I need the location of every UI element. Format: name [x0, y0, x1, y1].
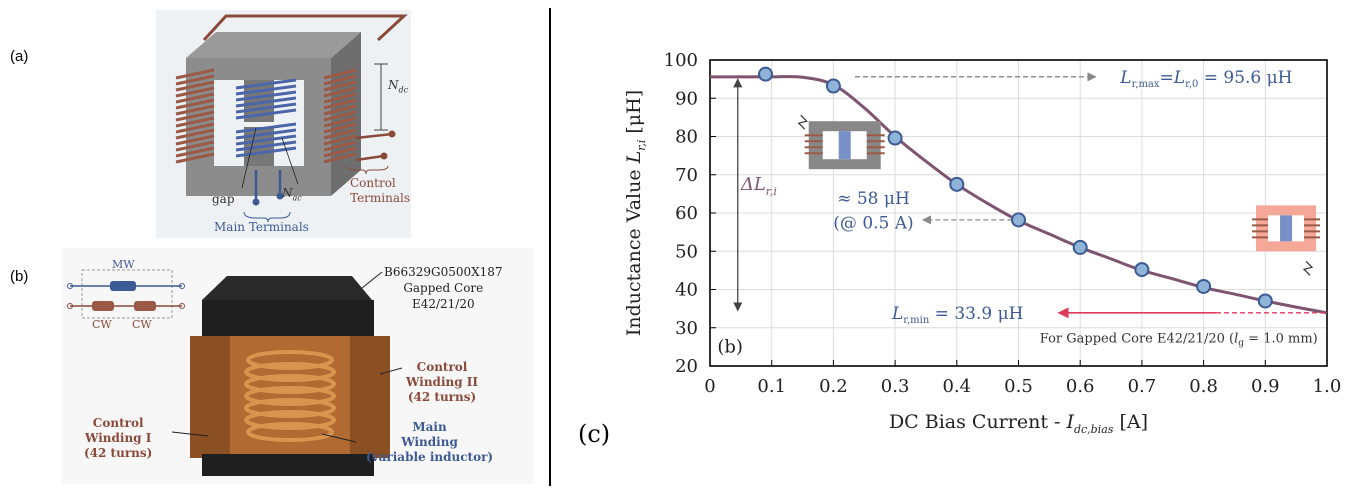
- x-tick-label: 0.7: [1128, 376, 1157, 397]
- x-tick-label: 0.4: [942, 376, 971, 397]
- plot-frame: [709, 59, 1328, 367]
- y-axis-label: Inductance Value Lr,i [μH]: [623, 90, 648, 336]
- y-tick-label: 50: [675, 241, 698, 262]
- core-label: B66329G0500X187 Gapped Core E42/21/20: [384, 265, 503, 311]
- control-terminals-label: Control Terminals: [350, 176, 411, 205]
- data-point: [1257, 293, 1273, 309]
- data-point: [1072, 239, 1088, 255]
- mid-annotation-line2: (@ 0.5 A): [833, 213, 913, 233]
- main-terminals-label: Main Terminals: [214, 220, 309, 234]
- footnote-text: For Gapped Core E42/21/20 (lg = 1.0 mm): [1040, 331, 1318, 348]
- mw-schematic-label: MW: [112, 258, 135, 271]
- y-tick-label: 60: [675, 203, 698, 224]
- max-annotation-text: Lr,max=Lr,0 = 95.6 μH: [1119, 68, 1292, 90]
- y-tick-label: 100: [664, 50, 698, 71]
- cw2-schematic-label: CW: [132, 318, 152, 331]
- inductance-chart: 0 0.1 0.2 0.3 0.4 0.5 0.6 0.7 0.8 0.9 1.0 20 30 40 50 6…: [623, 50, 1342, 436]
- y-tick-label: 20: [675, 356, 698, 377]
- min-annotation-text: Lr,min = 33.9 μH: [891, 304, 1023, 326]
- chart-annotations: Lr,max=Lr,0 = 95.6 μH ≈ 58 μH (@ 0.5 A) Lr,…: [717, 68, 1325, 358]
- panel-label-c: (c): [578, 420, 611, 448]
- panel-divider: [549, 8, 551, 486]
- panel-b-figure: [62, 248, 534, 484]
- x-tick-label: 0: [704, 376, 715, 397]
- x-tick-label: 0.6: [1066, 376, 1095, 397]
- x-tick-label: 0.5: [1004, 376, 1033, 397]
- x-tick-label: 0.3: [881, 376, 910, 397]
- x-tick-label: 0.8: [1189, 376, 1218, 397]
- y-tick-label: 40: [675, 280, 698, 301]
- panel-label-b: (b): [10, 268, 29, 285]
- x-tick-label: 1.0: [1313, 376, 1342, 397]
- x-tick-label: 0.9: [1251, 376, 1280, 397]
- data-point: [1134, 262, 1150, 278]
- x-tick-label: 0.1: [757, 376, 786, 397]
- n-ac-label: Nac: [282, 186, 302, 203]
- inductor-photo-illustration: [67, 269, 403, 476]
- mid-annotation-line1: ≈ 58 μH: [837, 189, 910, 209]
- data-point: [825, 78, 841, 94]
- data-markers: [758, 66, 1273, 309]
- data-point: [758, 66, 774, 82]
- y-tick-label: 70: [675, 165, 698, 186]
- data-point: [887, 130, 903, 146]
- y-tick-label: 90: [675, 88, 698, 109]
- delta-annotation-text: ΔLr,i: [740, 174, 777, 198]
- y-tick-label: 80: [675, 127, 698, 148]
- panel-a-figure: [156, 10, 411, 238]
- panel-label-a: (a): [10, 48, 29, 65]
- chart-ticks: 0 0.1 0.2 0.3 0.4 0.5 0.6 0.7 0.8 0.9 1.0 20 30 40 50 6…: [664, 50, 1342, 397]
- transformer-core-diagram: [175, 14, 408, 223]
- core-icon-saturated: [1252, 205, 1321, 276]
- main-winding-label: Main Winding (variable inductor): [366, 420, 494, 464]
- x-tick-label: 0.2: [819, 376, 848, 397]
- core-icon-unsaturated: [797, 114, 885, 170]
- control-winding-2-label: Control Winding II (42 turns): [406, 360, 479, 404]
- data-point: [949, 176, 965, 192]
- control-winding-1-label: Control Winding I (42 turns): [84, 416, 153, 460]
- data-point: [1011, 212, 1026, 228]
- y-tick-label: 30: [675, 318, 698, 339]
- gap-label: gap: [212, 192, 235, 206]
- n-dc-label: Ndc: [388, 78, 409, 95]
- inset-panel-label: (b): [717, 337, 743, 358]
- cw1-schematic-label: CW: [92, 318, 112, 331]
- data-point: [1196, 278, 1212, 294]
- x-axis-label: DC Bias Current - Idc,bias [A]: [889, 411, 1148, 436]
